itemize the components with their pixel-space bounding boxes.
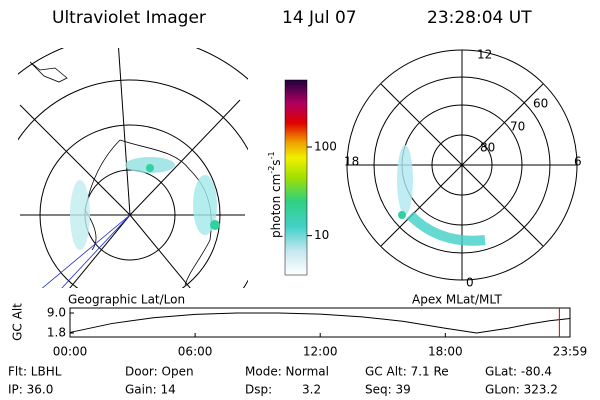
x-tick-label: 23:59 — [553, 345, 588, 359]
info: GLon: 323.2 — [485, 383, 558, 397]
altitude-frame — [69, 307, 571, 338]
lat-label: 70 — [510, 120, 525, 134]
colorbar-unit: s — [269, 159, 283, 165]
info: Mode: Normal — [245, 365, 329, 379]
colorbar-label: photon cm-2s-1 — [267, 151, 283, 238]
colorbar-unit: photon cm — [269, 174, 283, 238]
info: 3.2 — [302, 383, 321, 397]
info: Door: Open — [125, 365, 194, 379]
mlt-label: 12 — [477, 48, 492, 62]
magnetic-map — [346, 49, 578, 281]
info: Seq: 39 — [365, 383, 411, 397]
info: GLat: -80.4 — [485, 365, 552, 379]
colorbar — [284, 79, 308, 276]
footer: Flt: LBHL Door: Open Mode: Normal GC Alt… — [8, 365, 558, 397]
left-panel-label: Geographic Lat/Lon — [68, 293, 185, 307]
right-panel-label: Apex MLat/MLT — [412, 293, 502, 307]
colorbar-tick-label: 100 — [314, 140, 337, 154]
lat-label: 80 — [480, 141, 495, 155]
y-tick-label: 1.8 — [47, 326, 66, 340]
title: Ultraviolet Imager — [52, 8, 206, 28]
info: Dsp: — [245, 383, 272, 397]
mlt-label: 6 — [574, 155, 582, 169]
x-tick-label: 12:00 — [303, 345, 338, 359]
colorbar-exp: -1 — [267, 151, 276, 159]
info: Flt: LBHL — [8, 365, 62, 379]
time: 23:28:04 UT — [427, 8, 532, 28]
info: GC Alt: 7.1 Re — [365, 365, 449, 379]
mlt-label: 0 — [466, 276, 474, 290]
x-tick-label: 18:00 — [428, 345, 463, 359]
altitude-ylabel: GC Alt — [11, 303, 25, 341]
altitude-curve — [69, 312, 571, 334]
info: Gain: 14 — [125, 383, 176, 397]
date: 14 Jul 07 — [282, 8, 357, 28]
geographic-map — [18, 48, 248, 288]
info: IP: 36.0 — [8, 383, 53, 397]
x-tick-label: 00:00 — [53, 345, 88, 359]
y-tick-label: 9.0 — [47, 306, 66, 320]
colorbar-exp: -2 — [267, 166, 276, 174]
x-tick-label: 06:00 — [178, 345, 213, 359]
mlt-label: 18 — [344, 155, 359, 169]
lat-label: 60 — [533, 97, 548, 111]
colorbar-tick-label: 10 — [314, 228, 329, 242]
